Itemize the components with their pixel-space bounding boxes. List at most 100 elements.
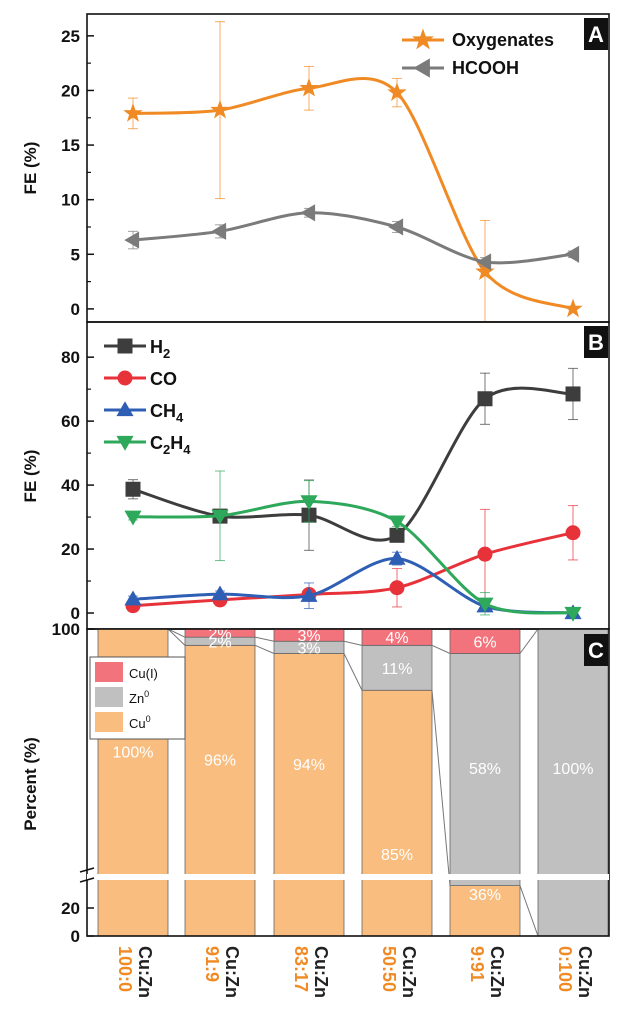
legend-marker xyxy=(117,338,133,354)
legend-marker xyxy=(116,401,134,417)
ytick-label: 20 xyxy=(61,899,80,918)
legend-marker-c2h4 xyxy=(116,435,134,451)
legend-swatch-zn0 xyxy=(95,687,123,707)
series-line-c2h4 xyxy=(132,499,574,615)
series-line-oxygenates xyxy=(132,77,574,311)
ytick-label: 0 xyxy=(71,300,80,319)
legend-label-ch4: CH4 xyxy=(150,401,184,425)
legend-label-cu0: Cu0 xyxy=(129,714,151,731)
data-point-oxygenates xyxy=(210,99,230,119)
data-point-co xyxy=(477,546,493,562)
legend-marker xyxy=(413,58,430,78)
panel-b-legend: H2 CO CH4 C2H4 xyxy=(104,337,191,457)
legend-label-zn0: Zn0 xyxy=(129,689,149,706)
axis-break-gap xyxy=(87,874,609,880)
panel-a-legend: Oxygenates HCOOH xyxy=(402,28,554,78)
bar-label-cu_i: 3% xyxy=(297,628,320,645)
bar-segment-cu0 xyxy=(184,644,256,937)
data-point-c2h4 xyxy=(388,515,406,531)
series-ch4 xyxy=(124,549,582,620)
bar-label-cu0: 85% xyxy=(381,847,413,864)
bar-label-zn0: 2% xyxy=(208,634,231,651)
legend-marker-h2 xyxy=(117,338,133,354)
data-point-co xyxy=(565,525,581,541)
data-point-h2 xyxy=(477,391,493,407)
bar-connector xyxy=(167,628,186,638)
bar-connector xyxy=(254,636,275,642)
data-point-ch4 xyxy=(124,590,142,606)
panel-c-badge xyxy=(584,634,608,666)
panel-a-frame xyxy=(86,13,610,323)
data-point-h2 xyxy=(389,527,405,543)
data-point-oxygenates xyxy=(387,82,407,101)
legend-marker-ch4 xyxy=(116,401,134,417)
bar-label-cu_i: 4% xyxy=(385,630,408,647)
ytick-label: 10 xyxy=(61,191,80,210)
legend-marker xyxy=(117,370,133,386)
bar-connector xyxy=(519,885,539,937)
data-point-c2h4 xyxy=(124,510,142,526)
legend-marker xyxy=(412,28,434,50)
series-oxygenates xyxy=(123,21,583,323)
bar-connector xyxy=(431,690,451,886)
data-point-h2 xyxy=(125,481,141,497)
data-point-oxygenates xyxy=(123,103,143,122)
bar-label-zn0: 11% xyxy=(382,661,413,678)
ytick-label: 25 xyxy=(61,27,80,46)
category-label: Cu:Zn0:100 xyxy=(555,946,595,998)
bar-segment-cu0 xyxy=(361,689,433,937)
legend-marker-oxygenates xyxy=(412,28,434,50)
panel-a-label: A xyxy=(588,22,604,47)
category-label: Cu:Zn50:50 xyxy=(379,946,419,998)
legend-label-oxygenates: Oxygenates xyxy=(452,30,554,50)
bar-segment-zn0 xyxy=(537,628,609,937)
category-label: Cu:Zn83:17 xyxy=(291,946,331,998)
series-line-co xyxy=(132,531,574,608)
panel-a: A FE (%) 0 5 10 15 20 25 Oxygenates HCOOH xyxy=(21,13,610,323)
data-point-hcooh xyxy=(300,204,316,222)
panel-a-ylabel: FE (%) xyxy=(21,142,40,195)
data-point-ch4 xyxy=(211,585,229,601)
panel-c-bars: 100% 96% 2%2% 94% 3%3% 85% 11% 4% 36% 58% 6% 100% xyxy=(97,626,609,937)
axis-break-mark-top xyxy=(79,867,95,873)
panel-b-yticks: 0 20 40 60 80 xyxy=(61,348,94,623)
ytick-label: 60 xyxy=(61,412,80,431)
data-point-ch4 xyxy=(388,549,406,565)
data-point-c2h4 xyxy=(476,597,494,613)
bar-connector xyxy=(431,644,451,654)
panel-b-plot xyxy=(124,367,582,622)
panel-b-label: B xyxy=(588,330,604,355)
bar-segment-zn0 xyxy=(449,653,521,887)
panel-b-badge xyxy=(584,326,608,358)
ytick-label: 5 xyxy=(71,245,80,264)
category-label: Cu:Zn9:91 xyxy=(467,946,507,998)
axis-break-mark-bottom xyxy=(79,877,95,883)
panel-b-ylabel: FE (%) xyxy=(21,450,40,503)
ytick-label: 0 xyxy=(71,604,80,623)
data-point-hcooh xyxy=(124,231,140,249)
bar-label-cu_i: 2% xyxy=(208,626,231,643)
legend-marker xyxy=(116,435,134,451)
bar-label-cu0: 96% xyxy=(204,753,236,770)
ytick-label: 100 xyxy=(52,620,80,639)
legend-label-co: CO xyxy=(150,369,177,389)
series-h2 xyxy=(125,367,581,551)
legend-swatch-cu0 xyxy=(95,712,123,732)
panel-b: B FE (%) 0 20 40 60 80 H2 CO CH4 C2H4 xyxy=(21,321,610,630)
panel-c-label: C xyxy=(588,638,604,663)
bar-connector xyxy=(519,628,539,654)
legend-label-hcooh: HCOOH xyxy=(452,58,519,78)
data-point-oxygenates xyxy=(475,261,495,281)
data-point-oxygenates xyxy=(299,78,319,97)
ytick-label: 20 xyxy=(61,81,80,100)
data-point-oxygenates xyxy=(563,298,583,318)
panel-a-yticks: 0 5 10 15 20 25 xyxy=(61,27,94,319)
bar-connector xyxy=(254,644,275,654)
legend-marker-co xyxy=(117,370,133,386)
legend-label-cu-i: Cu(I) xyxy=(129,666,158,681)
series-line-hcooh xyxy=(132,211,574,265)
panel-c-categories: Cu:Zn100:0 Cu:Zn91:9 Cu:Zn83:17 Cu:Zn50:50 C… xyxy=(115,946,595,998)
panel-c-legend: Cu(I) Zn0 Cu0 xyxy=(89,656,186,740)
ytick-label: 40 xyxy=(61,476,80,495)
